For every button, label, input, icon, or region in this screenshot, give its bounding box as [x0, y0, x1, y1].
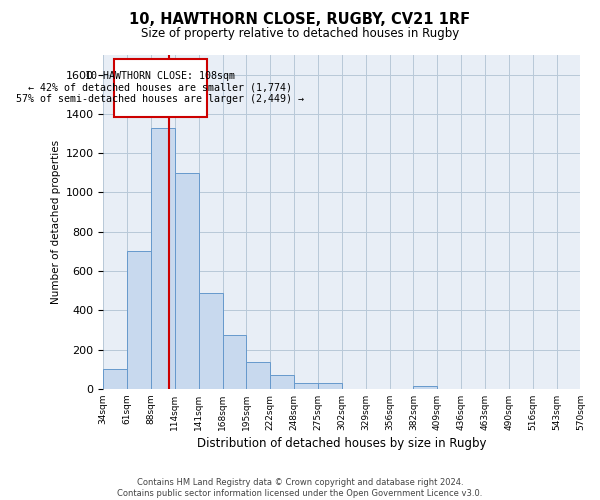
Bar [294, 383, 318, 389]
Text: 10 HAWTHORN CLOSE: 108sqm
← 42% of detached houses are smaller (1,774)
57% of se: 10 HAWTHORN CLOSE: 108sqm ← 42% of detac… [16, 72, 304, 104]
Text: 10, HAWTHORN CLOSE, RUGBY, CV21 1RF: 10, HAWTHORN CLOSE, RUGBY, CV21 1RF [130, 12, 470, 28]
Text: Size of property relative to detached houses in Rugby: Size of property relative to detached ho… [141, 28, 459, 40]
Bar [175, 173, 199, 389]
Bar [151, 128, 175, 389]
Bar [103, 369, 127, 389]
FancyBboxPatch shape [114, 59, 207, 117]
Bar [270, 375, 294, 389]
Y-axis label: Number of detached properties: Number of detached properties [51, 140, 61, 304]
Bar [223, 335, 247, 389]
X-axis label: Distribution of detached houses by size in Rugby: Distribution of detached houses by size … [197, 437, 487, 450]
Bar [247, 362, 270, 389]
Text: Contains HM Land Registry data © Crown copyright and database right 2024.
Contai: Contains HM Land Registry data © Crown c… [118, 478, 482, 498]
Bar [318, 383, 342, 389]
Bar [199, 292, 223, 389]
Bar [127, 252, 151, 389]
Bar [413, 386, 437, 389]
